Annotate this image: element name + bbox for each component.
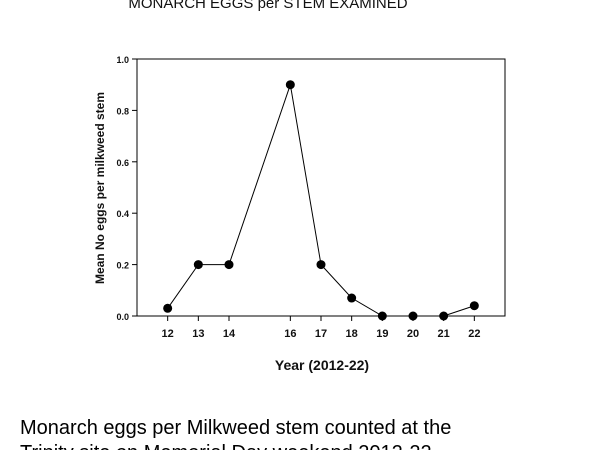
data-point <box>316 260 326 270</box>
x-tick-label: 20 <box>407 328 419 340</box>
y-axis-label: Mean No eggs per milkweed stem <box>93 92 107 284</box>
x-tick-label: 21 <box>438 328 450 340</box>
x-tick-label: 12 <box>162 328 174 340</box>
plot-frame <box>136 58 506 317</box>
x-axis-label: Year (2012-22) <box>275 357 369 373</box>
y-tick-label: 0.6 <box>116 158 129 168</box>
y-tick-label: 0.4 <box>116 209 129 219</box>
data-point <box>439 311 449 321</box>
y-tick-label: 0.8 <box>116 106 129 116</box>
caption-line: Monarch eggs per Milkweed stem counted a… <box>20 417 451 439</box>
data-point <box>163 303 173 313</box>
caption-line: Trinity site on Memorial Day weekend 201… <box>20 442 432 450</box>
data-point <box>285 80 295 90</box>
y-tick-label: 1.0 <box>116 55 129 65</box>
data-line <box>167 84 475 317</box>
data-point <box>224 260 234 270</box>
data-point <box>408 311 418 321</box>
x-tick-label: 16 <box>284 328 296 340</box>
chart-title: MONARCH EGGS per STEM EXAMINED <box>128 0 407 12</box>
data-point <box>469 301 479 311</box>
data-point <box>377 311 387 321</box>
x-tick-label: 17 <box>315 328 327 340</box>
y-tick-label: 0.0 <box>116 312 129 322</box>
data-point <box>193 260 203 270</box>
x-tick-label: 22 <box>468 328 480 340</box>
x-tick-label: 14 <box>223 328 236 340</box>
x-tick-label: 18 <box>346 328 358 340</box>
data-point <box>347 293 357 303</box>
x-tick-label: 13 <box>192 328 204 340</box>
x-tick-label: 19 <box>376 328 388 340</box>
y-tick-label: 0.2 <box>116 261 129 271</box>
